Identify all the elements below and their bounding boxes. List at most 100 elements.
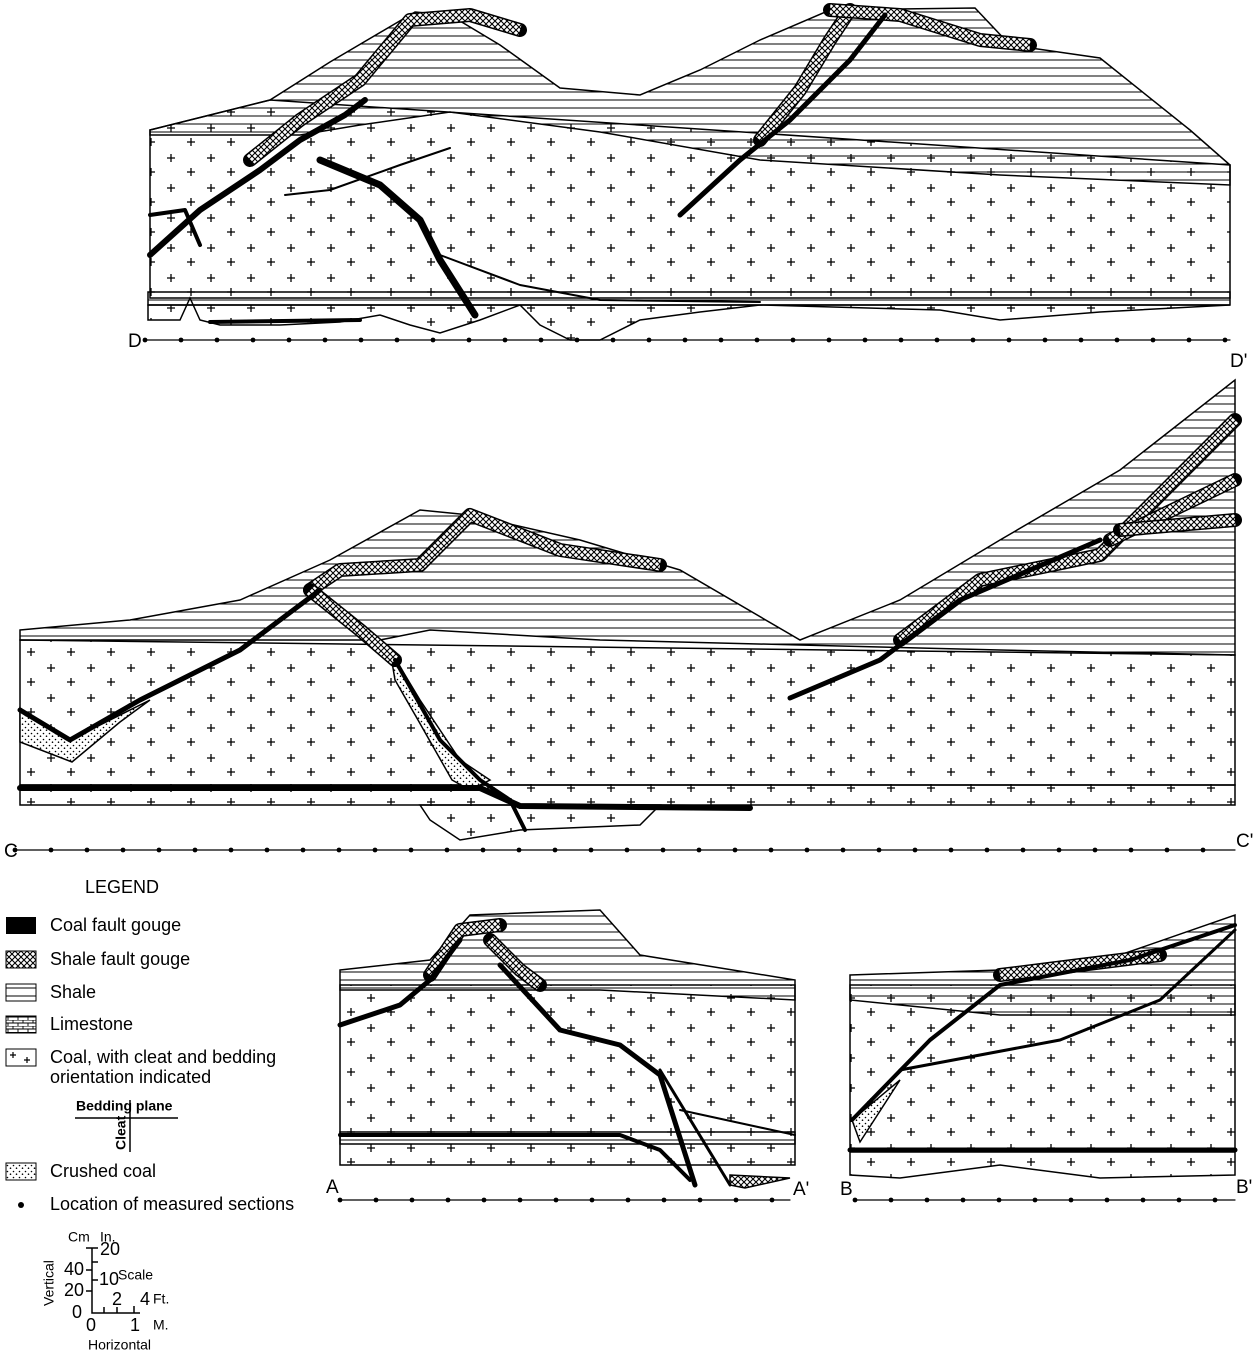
legend-label: Coal fault gouge <box>50 915 181 935</box>
measured-section-point <box>157 848 162 853</box>
measured-section-point <box>373 848 378 853</box>
shale-layer <box>20 380 1235 655</box>
measured-section-point <box>661 848 666 853</box>
measured-section-point <box>1177 1198 1182 1203</box>
bedding-label: Bedding plane <box>76 1098 173 1114</box>
scale-axis-label: Horizontal <box>88 1337 151 1353</box>
section-label: B <box>840 1179 853 1200</box>
measured-section-point <box>697 848 702 853</box>
measured-section-point <box>1007 338 1012 343</box>
scale-title: Scale <box>118 1267 153 1283</box>
scale-tick: 2 <box>112 1289 122 1309</box>
shale-fault-gouge <box>730 1175 790 1188</box>
measured-section-point <box>301 848 306 853</box>
measured-section-point <box>1187 338 1192 343</box>
measured-section-point <box>1043 338 1048 343</box>
measured-section-point <box>85 848 90 853</box>
measured-section-point <box>590 1198 595 1203</box>
measured-section-point <box>553 848 558 853</box>
measured-section-point <box>791 338 796 343</box>
measured-section-point <box>769 848 774 853</box>
measured-section-point <box>1105 1198 1110 1203</box>
legend-label: Crushed coal <box>50 1161 156 1181</box>
measured-section-point <box>503 338 508 343</box>
measured-section-point <box>518 1198 523 1203</box>
measured-section-point <box>698 1198 703 1203</box>
measured-section-point <box>805 848 810 853</box>
measured-section-point <box>770 1198 775 1203</box>
measured-section-point <box>734 1198 739 1203</box>
measured-section-point <box>971 338 976 343</box>
measured-section-point <box>985 848 990 853</box>
legend-swatch <box>6 1049 36 1066</box>
measured-section-point <box>755 338 760 343</box>
measured-section-point <box>359 338 364 343</box>
legend-title: LEGEND <box>85 877 159 897</box>
measured-section-point <box>935 338 940 343</box>
measured-section-point <box>1141 1198 1146 1203</box>
measured-section-point <box>877 848 882 853</box>
legend-label: Coal, with cleat and bedding <box>50 1047 276 1067</box>
measured-section-point <box>229 848 234 853</box>
measured-section-point <box>539 338 544 343</box>
measured-section-point <box>949 848 954 853</box>
measured-section-point <box>913 848 918 853</box>
measured-section-point <box>733 848 738 853</box>
measured-section-point <box>143 338 148 343</box>
measured-section-point <box>889 1198 894 1203</box>
measured-section-point <box>1223 338 1228 343</box>
measured-section-point <box>827 338 832 343</box>
measured-section-point <box>338 1198 343 1203</box>
coal-layer <box>850 1152 1235 1178</box>
coal-fault-gouge <box>210 320 360 322</box>
shale-layer <box>340 910 795 1000</box>
measured-section-point <box>467 338 472 343</box>
legend-label: Location of measured sections <box>50 1194 294 1214</box>
measured-section-point <box>1165 848 1170 853</box>
measured-section-point <box>625 848 630 853</box>
measured-section-point <box>1129 848 1134 853</box>
scale-unit: Ft. <box>153 1291 169 1307</box>
measured-section-point <box>863 338 868 343</box>
measured-section-point <box>431 338 436 343</box>
scale-tick: 4 <box>140 1289 150 1309</box>
measured-section-point <box>1021 848 1026 853</box>
section-label: D' <box>1230 351 1247 372</box>
parting <box>148 292 1230 305</box>
scale-tick: 20 <box>64 1280 84 1300</box>
measured-section-point <box>410 1198 415 1203</box>
measured-section-point <box>554 1198 559 1203</box>
measured-section-point <box>179 338 184 343</box>
cross-sections <box>13 8 1235 1202</box>
scale-tick: 40 <box>64 1259 84 1279</box>
page: {"sections": [ {"start": "D", "end": "D'… <box>0 0 1260 1359</box>
measured-section-point <box>925 1198 930 1203</box>
legend-swatch <box>6 917 36 934</box>
legend-swatch <box>6 1163 36 1180</box>
measured-section-point <box>215 338 220 343</box>
section-label: B' <box>1236 1177 1252 1198</box>
legend-swatch <box>6 984 36 1001</box>
measured-section-point <box>374 1198 379 1203</box>
coal-layer <box>420 805 660 840</box>
legend-label: Limestone <box>50 1014 133 1034</box>
section-label: A' <box>793 1179 809 1200</box>
scale-tick: 10 <box>99 1269 119 1289</box>
legend-swatch <box>6 1016 36 1033</box>
measured-section-point <box>719 338 724 343</box>
measured-section-point <box>121 848 126 853</box>
measured-section-point <box>49 848 54 853</box>
legend-swatch <box>18 1202 24 1208</box>
legend-label: Shale <box>50 982 96 1002</box>
legend-label: orientation indicated <box>50 1067 211 1087</box>
scale-unit: Cm <box>68 1229 90 1245</box>
measured-section-point <box>1033 1198 1038 1203</box>
measured-section-point <box>589 848 594 853</box>
cleat-label: Cleat <box>113 1115 129 1150</box>
scale-axis-label: Vertical <box>41 1260 57 1306</box>
measured-section-point <box>611 338 616 343</box>
measured-section-point <box>853 1198 858 1203</box>
measured-section-point <box>899 338 904 343</box>
measured-section-point <box>337 848 342 853</box>
legend-swatch <box>6 951 36 968</box>
